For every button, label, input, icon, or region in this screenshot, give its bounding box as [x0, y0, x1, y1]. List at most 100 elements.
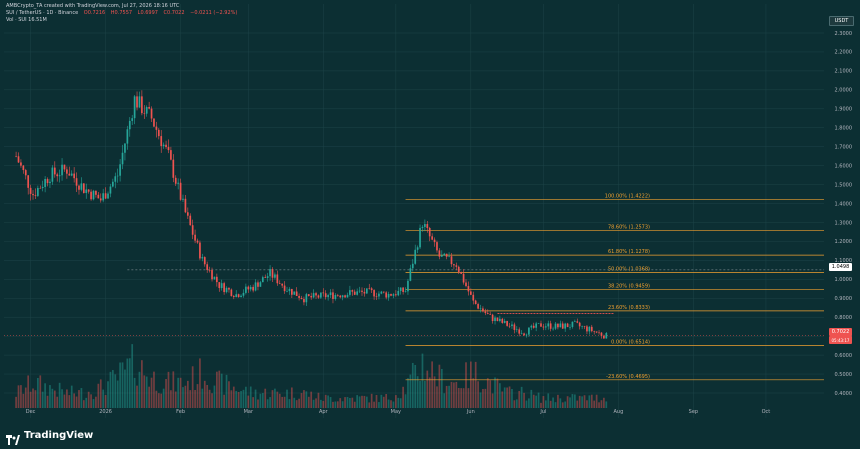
candle	[121, 152, 124, 165]
time-tick-label: May	[391, 409, 401, 415]
candle	[489, 313, 492, 315]
time-tick-label: Mar	[244, 409, 254, 415]
volume-bar	[249, 386, 252, 408]
symbol-label[interactable]: SUI / TetherUS · 1D · Binance	[6, 10, 79, 16]
candle	[278, 283, 281, 284]
candle	[598, 332, 600, 334]
candle	[448, 256, 450, 257]
volume-bar	[598, 402, 600, 408]
volume-bar	[17, 385, 20, 408]
volume-bar	[404, 394, 407, 408]
candle	[240, 295, 242, 298]
candle	[351, 290, 354, 292]
candle	[450, 256, 453, 265]
candle	[109, 186, 112, 194]
candle	[414, 249, 417, 264]
current-price-badge: 0.7022	[829, 328, 852, 336]
fib-level-label: 38.20% (0.9459)	[608, 284, 650, 290]
candle	[257, 282, 259, 287]
candle	[363, 291, 366, 294]
volume-bar	[414, 364, 417, 408]
volume-bar	[242, 389, 245, 408]
candle	[32, 193, 34, 196]
volume-bar	[70, 385, 73, 408]
volume-bar	[477, 381, 479, 408]
volume-bar	[34, 390, 37, 408]
candle	[557, 323, 559, 328]
time-tick-label: Apr	[319, 409, 329, 415]
tradingview-wordmark: TradingView	[24, 429, 94, 441]
volume-bar	[535, 395, 537, 408]
currency-badge[interactable]: USDT	[829, 16, 854, 26]
candle	[184, 198, 187, 213]
volume-bar	[491, 393, 494, 408]
candle	[457, 266, 460, 273]
candle	[465, 282, 467, 287]
volume-bar	[201, 388, 204, 408]
volume-bar	[554, 402, 557, 408]
volume-bar	[271, 390, 274, 408]
candle	[170, 150, 172, 160]
candle	[501, 318, 504, 323]
author-line: AMBCrypto_TA created with TradingView.co…	[6, 3, 180, 9]
candle	[49, 181, 51, 184]
candle	[63, 164, 66, 170]
volume-bar	[532, 394, 535, 408]
volume-bar	[128, 358, 131, 408]
volume-bar	[327, 395, 329, 408]
volume-bar	[605, 401, 608, 408]
candle	[131, 118, 134, 121]
volume-bar	[484, 388, 487, 408]
candle	[537, 323, 540, 324]
volume-bar	[474, 361, 477, 408]
volume-bar	[329, 397, 332, 408]
volume-bar	[419, 380, 421, 408]
candle	[276, 274, 279, 284]
tradingview-logo[interactable]: TradingView	[6, 429, 94, 445]
volume-bar	[349, 397, 351, 408]
candle	[491, 314, 494, 322]
candle	[356, 291, 359, 295]
candle	[494, 317, 496, 322]
volume-bar	[20, 385, 22, 408]
volume-bar	[307, 396, 310, 408]
volume-bar	[124, 369, 126, 408]
volume-bar	[27, 375, 30, 408]
candle	[206, 264, 209, 270]
candle	[75, 178, 78, 186]
volume-bar	[416, 376, 419, 408]
volume-bar	[145, 376, 148, 408]
time-tick-label: Feb	[176, 409, 185, 415]
volume-bar	[578, 395, 581, 408]
volume-bar	[523, 392, 525, 408]
candle	[112, 181, 114, 187]
candle	[99, 198, 102, 201]
candle	[114, 176, 117, 182]
candle	[322, 292, 325, 294]
candle	[41, 186, 44, 189]
volume-bar	[196, 384, 199, 408]
volume-bar	[586, 400, 588, 408]
volume-bar	[182, 387, 184, 408]
candle	[472, 294, 475, 301]
volume-bar	[552, 397, 554, 408]
volume-bar	[332, 401, 334, 408]
volume-bar	[216, 371, 218, 408]
volume-bar	[312, 399, 315, 408]
volume-bar	[399, 398, 402, 408]
price-tick-label: 1.0000	[835, 277, 853, 283]
volume-bar	[254, 389, 257, 408]
volume-bar	[160, 393, 163, 408]
candle	[97, 194, 100, 199]
candle	[128, 120, 131, 130]
volume-bar	[322, 400, 325, 408]
volume-bar	[22, 393, 25, 408]
volume-bar	[336, 401, 339, 408]
volume-bar	[53, 390, 56, 408]
volume-bar	[157, 393, 160, 408]
candle	[334, 295, 337, 299]
volume-bar	[39, 375, 42, 408]
price-tick-label: 0.6000	[835, 353, 853, 359]
candle	[576, 321, 579, 323]
